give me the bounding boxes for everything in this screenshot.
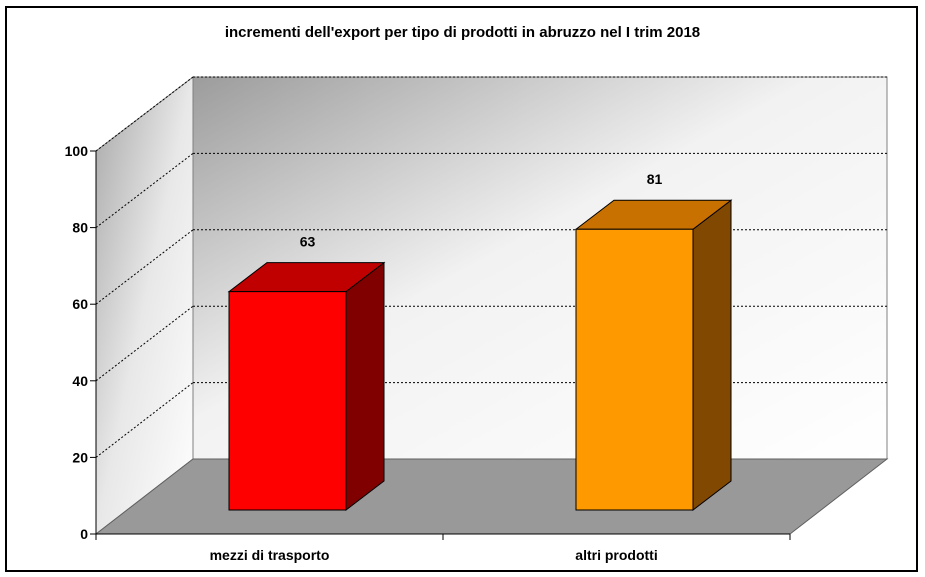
floor: [94, 458, 889, 535]
x-tick-label: altri prodotti: [575, 547, 657, 563]
bar-front: [228, 291, 347, 511]
gridline-side-40: [95, 305, 194, 382]
bar: [227, 261, 386, 512]
gridlines: [95, 76, 887, 458]
gridline-side-100: [95, 76, 194, 152]
bar-front: [575, 228, 694, 511]
y-tick-label: 40: [72, 373, 88, 389]
bars: [227, 199, 733, 512]
data-label: 81: [647, 171, 663, 187]
chart-walls: [94, 75, 889, 536]
y-tick-label: 80: [72, 220, 88, 236]
bar: [574, 199, 733, 512]
bar-side: [345, 261, 385, 512]
side-wall: [95, 75, 194, 536]
y-tick-label: 60: [72, 296, 88, 312]
chart-title: incrementi dell'export per tipo di prodo…: [224, 24, 701, 41]
axes: 0 20 40 60 80 100 mezzi di trasporto altri prod…: [65, 143, 791, 563]
y-tick-label: 0: [80, 526, 88, 542]
gridline-side-20: [95, 382, 194, 458]
data-label: 63: [300, 234, 316, 250]
gridline-side-60: [95, 229, 194, 305]
bar-side: [692, 199, 732, 512]
x-tick-label: mezzi di trasporto: [210, 547, 330, 563]
gridline-side-80: [95, 153, 194, 228]
y-tick-label: 100: [65, 143, 89, 159]
labels: 63 81: [300, 171, 663, 249]
y-tick-label: 20: [72, 449, 88, 465]
